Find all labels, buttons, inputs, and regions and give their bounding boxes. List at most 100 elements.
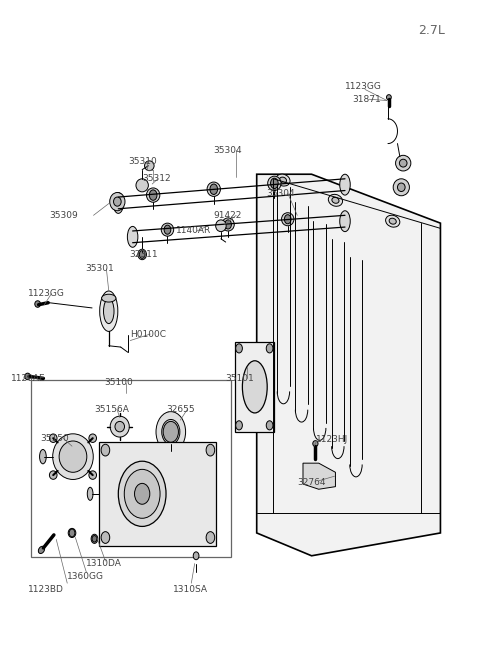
Ellipse shape <box>216 220 226 232</box>
Text: 1310DA: 1310DA <box>86 559 122 568</box>
Text: 2.7L: 2.7L <box>419 24 445 37</box>
Text: 1123HJ: 1123HJ <box>316 435 348 444</box>
Text: 35101: 35101 <box>226 374 254 383</box>
Circle shape <box>236 344 242 353</box>
Ellipse shape <box>35 301 40 307</box>
Ellipse shape <box>87 487 93 500</box>
Ellipse shape <box>59 441 87 472</box>
Circle shape <box>271 178 278 189</box>
Ellipse shape <box>118 461 166 527</box>
Bar <box>235 342 275 432</box>
Circle shape <box>206 532 215 544</box>
Text: 35304: 35304 <box>214 145 242 155</box>
Ellipse shape <box>49 471 57 479</box>
Text: 1120AE: 1120AE <box>11 374 46 383</box>
Circle shape <box>266 344 273 353</box>
Ellipse shape <box>68 529 76 538</box>
Text: 32311: 32311 <box>129 250 158 259</box>
Ellipse shape <box>279 177 287 183</box>
Ellipse shape <box>340 174 350 195</box>
Ellipse shape <box>146 188 160 202</box>
Bar <box>31 380 231 557</box>
Text: 32764: 32764 <box>297 478 326 487</box>
Ellipse shape <box>166 451 176 462</box>
Ellipse shape <box>115 421 124 432</box>
Text: 31871: 31871 <box>352 95 381 103</box>
Ellipse shape <box>162 419 180 444</box>
Circle shape <box>206 444 215 456</box>
Ellipse shape <box>136 179 148 192</box>
Ellipse shape <box>38 546 45 553</box>
Ellipse shape <box>39 449 46 464</box>
Circle shape <box>139 251 145 258</box>
Text: 1123GG: 1123GG <box>28 289 64 298</box>
Text: 35100: 35100 <box>104 379 133 388</box>
Ellipse shape <box>127 227 138 248</box>
Ellipse shape <box>222 218 234 231</box>
Text: 35309: 35309 <box>49 211 78 220</box>
Text: 1123BD: 1123BD <box>28 585 63 594</box>
Ellipse shape <box>89 471 96 479</box>
Text: 35150: 35150 <box>40 434 69 443</box>
Polygon shape <box>257 174 441 556</box>
Text: 1123GG: 1123GG <box>345 82 382 90</box>
Text: 1140AR: 1140AR <box>176 227 211 235</box>
Ellipse shape <box>100 291 118 331</box>
Ellipse shape <box>91 534 98 544</box>
Ellipse shape <box>134 483 150 504</box>
Ellipse shape <box>385 215 400 227</box>
Ellipse shape <box>124 470 160 518</box>
Ellipse shape <box>113 193 123 214</box>
Ellipse shape <box>393 179 409 196</box>
Circle shape <box>266 421 273 430</box>
Text: 91422: 91422 <box>214 211 242 220</box>
Ellipse shape <box>397 183 405 191</box>
Ellipse shape <box>268 176 281 191</box>
Ellipse shape <box>399 159 407 167</box>
Circle shape <box>69 529 75 537</box>
Ellipse shape <box>49 434 57 442</box>
Circle shape <box>225 220 231 229</box>
Circle shape <box>164 225 171 234</box>
Ellipse shape <box>332 197 339 203</box>
Ellipse shape <box>340 211 350 232</box>
Ellipse shape <box>53 434 93 479</box>
Ellipse shape <box>25 373 31 380</box>
Circle shape <box>210 184 217 195</box>
Ellipse shape <box>389 218 396 224</box>
Ellipse shape <box>138 250 146 259</box>
Text: 35301: 35301 <box>85 265 114 273</box>
Ellipse shape <box>89 434 96 442</box>
Ellipse shape <box>281 213 294 226</box>
Ellipse shape <box>114 197 121 206</box>
Ellipse shape <box>396 155 411 171</box>
Circle shape <box>101 444 110 456</box>
Ellipse shape <box>144 161 154 171</box>
Text: 32655: 32655 <box>166 405 195 413</box>
Ellipse shape <box>328 195 343 206</box>
Ellipse shape <box>193 552 199 559</box>
Circle shape <box>163 421 179 442</box>
Ellipse shape <box>386 95 391 100</box>
Text: 35310: 35310 <box>128 157 156 166</box>
Text: 1310SA: 1310SA <box>173 585 208 594</box>
Ellipse shape <box>207 182 220 196</box>
Circle shape <box>149 190 157 200</box>
Polygon shape <box>303 463 336 489</box>
Text: 35312: 35312 <box>142 174 171 183</box>
Ellipse shape <box>110 416 129 437</box>
Text: 1360GG: 1360GG <box>67 572 104 581</box>
Ellipse shape <box>242 361 267 413</box>
Text: 35304: 35304 <box>266 189 295 198</box>
Bar <box>99 441 216 546</box>
Ellipse shape <box>276 174 290 186</box>
Text: 35156A: 35156A <box>95 405 129 413</box>
Circle shape <box>92 536 97 542</box>
Circle shape <box>236 421 242 430</box>
Ellipse shape <box>102 294 116 302</box>
Ellipse shape <box>110 193 125 211</box>
Ellipse shape <box>313 441 318 447</box>
Ellipse shape <box>104 299 114 324</box>
Text: H0100C: H0100C <box>130 329 166 339</box>
Ellipse shape <box>156 411 186 452</box>
